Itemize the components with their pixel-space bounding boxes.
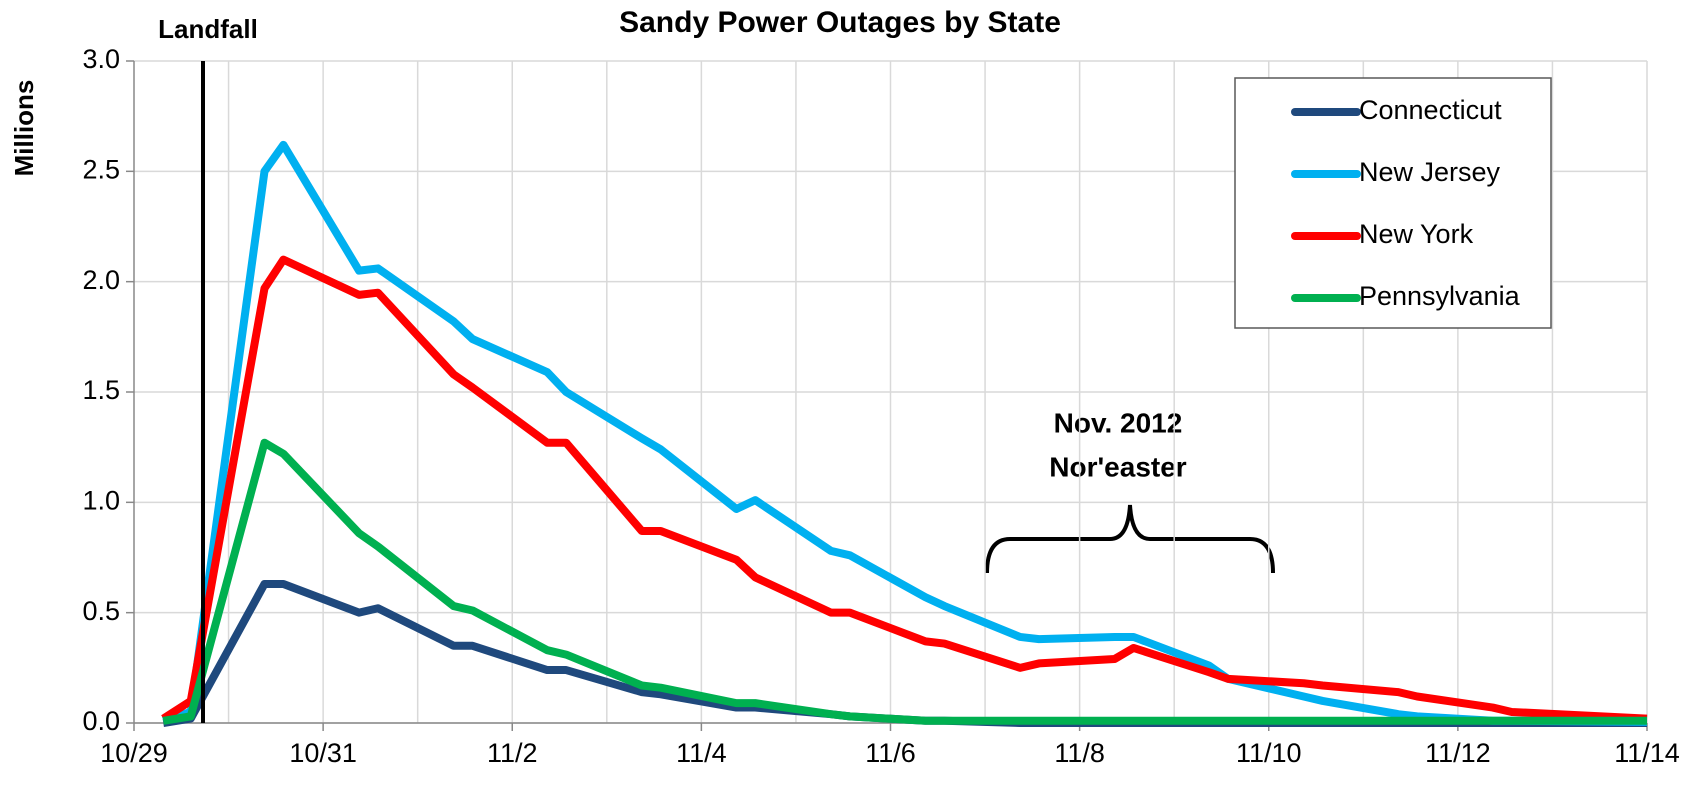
x-tick-label: 11/14 [1614, 738, 1680, 768]
x-tick-label: 11/2 [487, 738, 538, 768]
noreaster-label: Nov. 2012 [1054, 407, 1183, 438]
grid [134, 60, 1648, 724]
legend-label: Pennsylvania [1359, 281, 1521, 311]
series-line [162, 438, 1647, 725]
x-tick-label: 11/12 [1425, 738, 1491, 768]
chart-title: Sandy Power Outages by State [619, 6, 1061, 39]
legend-label: New York [1359, 219, 1474, 249]
y-axis-label: Millions [9, 80, 39, 177]
series-line [162, 579, 1647, 727]
x-tick-label: 11/10 [1236, 738, 1302, 768]
series-line [162, 140, 1648, 726]
noreaster-label: Nor'easter [1049, 451, 1186, 482]
y-tick-label: 3.0 [82, 44, 120, 74]
bracket [985, 504, 1275, 574]
x-tick-label: 10/29 [100, 738, 168, 768]
y-tick-label: 1.5 [82, 375, 120, 405]
x-tick-label: 10/31 [289, 738, 357, 768]
x-tick-label: 11/8 [1054, 738, 1105, 768]
x-tick-label: 11/4 [676, 738, 727, 768]
y-tick-label: 0.5 [82, 596, 120, 626]
legend-box [1234, 77, 1552, 329]
series-line [161, 255, 1648, 723]
x-tick-label: 11/6 [865, 738, 916, 768]
landfall-label: Landfall [158, 14, 258, 44]
y-tick-label: 0.0 [82, 706, 120, 736]
y-tick-label: 2.0 [82, 265, 120, 295]
y-tick-label: 2.5 [82, 154, 120, 184]
y-tick-label: 1.0 [82, 485, 120, 515]
legend-label: Connecticut [1359, 95, 1502, 125]
legend-label: New Jersey [1359, 157, 1501, 187]
